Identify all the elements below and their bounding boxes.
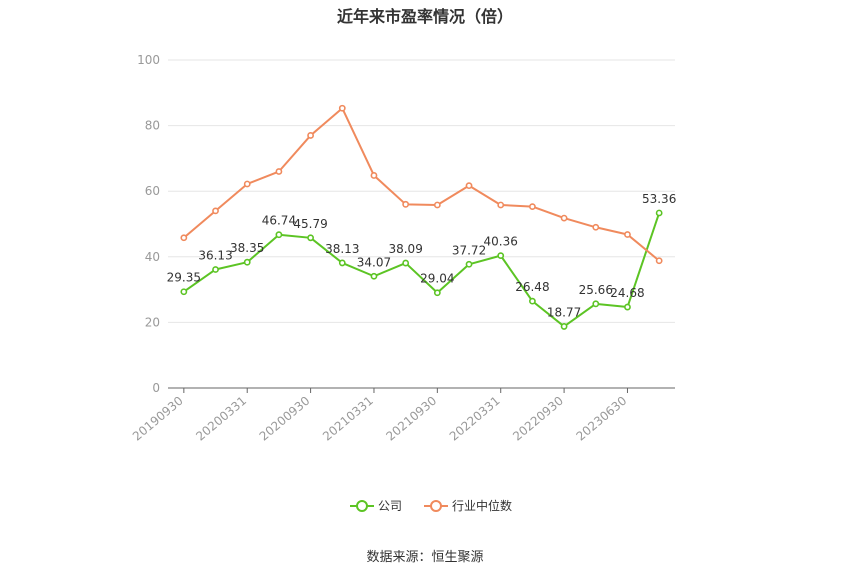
data-point (433, 289, 441, 297)
data-point (433, 201, 441, 209)
y-tick-label: 60 (145, 184, 160, 198)
data-point (592, 223, 600, 231)
data-point (560, 323, 568, 330)
data-point (338, 104, 346, 112)
data-point (465, 260, 473, 268)
chart-title: 近年来市盈率情况（倍） (336, 7, 513, 26)
data-point (560, 214, 568, 222)
data-label: 25.66 (579, 283, 613, 297)
data-label: 18.77 (547, 305, 581, 319)
data-label: 29.35 (167, 271, 201, 285)
y-tick-label: 0 (152, 381, 160, 395)
data-point (275, 168, 283, 175)
data-point (180, 288, 188, 296)
data-point (497, 252, 505, 260)
x-tick-label: 20230630 (574, 394, 630, 444)
y-tick-label: 40 (145, 250, 160, 264)
data-point (529, 203, 536, 211)
data-point (465, 182, 473, 190)
data-point (402, 200, 410, 208)
data-point (624, 303, 631, 311)
data-point (592, 300, 600, 308)
series-line (183, 212, 661, 328)
data-label: 38.09 (388, 242, 422, 256)
data-label: 36.13 (198, 248, 232, 262)
data-point (212, 266, 219, 273)
x-tick-label: 20220331 (447, 394, 503, 444)
data-point (370, 272, 378, 280)
grid-lines (168, 59, 675, 323)
legend-label: 公司 (378, 499, 402, 513)
x-tick-label: 20200331 (193, 394, 249, 444)
data-label: 26.48 (515, 280, 549, 294)
y-tick-label: 80 (145, 119, 160, 133)
data-label: 46.74 (262, 214, 296, 228)
data-point (497, 201, 505, 209)
y-tick-label: 100 (137, 53, 160, 67)
data-label: 40.36 (484, 235, 518, 249)
data-label: 29.04 (420, 272, 454, 286)
data-label: 53.36 (642, 192, 676, 206)
data-source-note: 数据来源：恒生聚源 (366, 550, 484, 565)
series-line (183, 107, 660, 262)
data-point (243, 180, 251, 188)
x-tick-label: 20210331 (320, 394, 376, 444)
data-point (180, 234, 188, 242)
x-tick-label: 20190930 (130, 394, 186, 444)
x-tick-label: 20210930 (383, 394, 439, 444)
data-label: 38.13 (325, 242, 359, 256)
y-tick-label: 20 (145, 315, 160, 329)
data-label: 34.07 (357, 255, 391, 269)
data-label: 45.79 (293, 217, 327, 231)
data-label: 37.72 (452, 243, 486, 257)
data-label: 24.68 (610, 286, 644, 300)
series-lines (180, 104, 663, 330)
legend-label: 行业中位数 (452, 498, 512, 513)
data-label: 38.35 (230, 241, 264, 255)
legend: 公司 行业中位数 (350, 498, 512, 513)
data-point (529, 297, 536, 305)
x-tick-label: 20220930 (510, 394, 566, 444)
legend-marker (356, 500, 368, 512)
data-point (307, 132, 314, 139)
data-point (307, 234, 314, 242)
data-point (275, 231, 283, 239)
data-point (212, 207, 219, 215)
data-point (624, 231, 631, 238)
data-point (338, 259, 346, 267)
data-point (655, 257, 663, 265)
legend-marker (430, 500, 442, 512)
x-tick-label: 20200930 (257, 394, 313, 444)
data-point (370, 172, 378, 179)
data-point (402, 259, 410, 267)
data-point (655, 209, 663, 217)
data-point (243, 258, 251, 266)
